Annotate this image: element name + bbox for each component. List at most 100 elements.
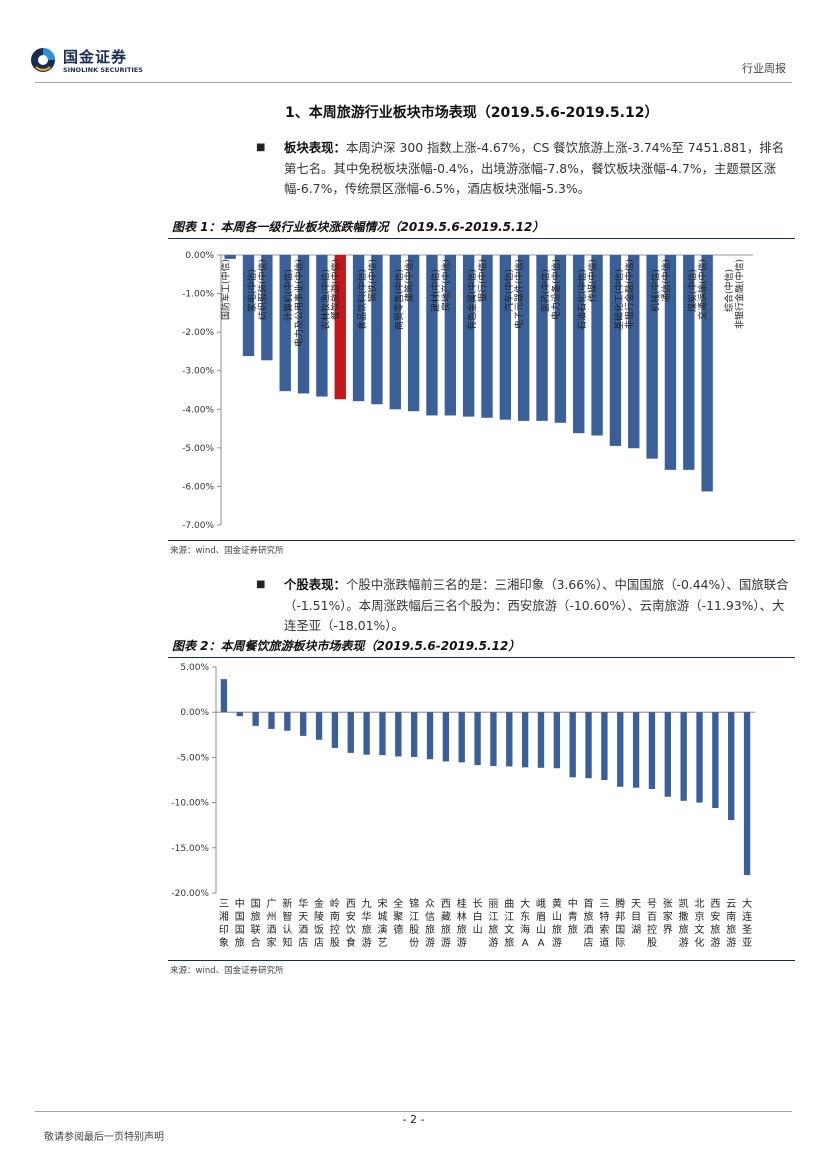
- stock-bar: [252, 712, 259, 726]
- figure1-source: 来源：wind、国金证券研究所: [170, 546, 284, 556]
- y-tick-label: -10.00%: [171, 799, 209, 809]
- stock-bar: [680, 712, 687, 801]
- page-header: 国金证券 SINOLINK SECURITIES 行业周报: [0, 0, 827, 85]
- paragraph-lead: 个股表现：: [284, 577, 346, 592]
- stock-label: 桂林旅游: [457, 897, 467, 949]
- figure1-title: 图表 1：本周各一级行业板块涨跌幅情况（2019.5.6-2019.5.12）: [172, 220, 545, 234]
- category-label: 机械(中信): [650, 269, 662, 312]
- stock-bar: [648, 712, 656, 790]
- stock-bar: [728, 712, 735, 821]
- stock-label: 西安饮食: [346, 899, 356, 949]
- industry-bar: [646, 255, 658, 459]
- stock-bar-chart: 5.00% 0.00% -5.00% -10.00% -15.00% -20.00% 三湘印…: [168, 659, 795, 957]
- stock-performance-paragraph: ■ 个股表现：个股中涨跌幅前三名的是：三湘印象（3.66%）、中国国旅（-0.4…: [256, 575, 794, 637]
- stock-label: 金陵饭店: [314, 897, 324, 949]
- industry-bar-chart-svg: 0.00% -1.00% -2.00% -3.00% -4.00% -5.00% -6.00…: [182, 251, 753, 531]
- stock-bar: [569, 712, 576, 778]
- category-label: 汽车(中信): [503, 269, 515, 312]
- stock-label: 凯撒旅游: [679, 897, 689, 949]
- category-label: 医药(中信): [540, 269, 552, 312]
- category-label: 房地产(中信): [440, 259, 452, 311]
- industry-bar: [462, 255, 475, 417]
- stock-bar: [632, 712, 640, 788]
- industry-bar: [279, 255, 291, 392]
- sinolink-logo-icon: [31, 48, 55, 72]
- report-type-label: 行业周报: [742, 62, 786, 75]
- stock-bar: [696, 712, 703, 803]
- figure2-title: 图表 2：本周餐饮旅游板块市场表现（2019.5.6-2019.5.12）: [172, 639, 521, 653]
- y-tick-label: -1.00%: [182, 290, 214, 300]
- category-label: 家电(中信): [246, 269, 258, 312]
- industry-bar: [334, 255, 346, 400]
- industry-bar: [701, 255, 713, 492]
- stock-bar: [664, 712, 671, 797]
- section-title: 1、本周旅游行业板块市场表现（2019.5.6-2019.5.12）: [285, 105, 659, 121]
- stock-label: 云南旅游: [726, 899, 736, 949]
- y-tick-label: -3.00%: [182, 367, 214, 377]
- stock-bar: [743, 712, 751, 876]
- stock-bar: [521, 712, 529, 768]
- figure1-top-rule: [168, 238, 795, 239]
- industry-bar: [573, 255, 585, 434]
- stock-label: 中国国旅: [235, 897, 245, 949]
- stock-bar: [347, 712, 354, 753]
- paragraph-text: 个股中涨跌幅前三名的是：三湘印象（3.66%）、中国国旅（-0.44%）、国旅联…: [284, 577, 789, 633]
- y-tick-label: -15.00%: [171, 844, 209, 854]
- logo-cn-text: 国金证券: [63, 48, 128, 66]
- industry-bar: [352, 255, 365, 402]
- industry-bar: [481, 255, 493, 418]
- stock-bar: [300, 712, 307, 736]
- y-tick-label: -20.00%: [171, 889, 209, 899]
- category-label: 交通运输(中信): [697, 259, 709, 320]
- category-label: 通信(中信): [660, 259, 672, 302]
- category-label: 非银行金融(中信): [733, 259, 745, 329]
- paragraph-lead: 板块表现：: [284, 140, 346, 155]
- y-tick-label: -4.00%: [182, 405, 214, 415]
- y-tick-label: 0.00%: [180, 708, 209, 718]
- stock-bar: [426, 712, 434, 760]
- industry-bar: [664, 255, 677, 470]
- logo-en-text: SINOLINK SECURITIES: [63, 66, 143, 74]
- stock-label: 九华旅游: [362, 898, 372, 949]
- category-label: 非银行金融(中信): [623, 259, 635, 329]
- stock-label: 首旅酒店: [584, 897, 594, 949]
- stock-label: 峨眉山 A: [536, 898, 546, 949]
- industry-bar: [444, 255, 456, 416]
- square-bullet-icon: ■: [256, 142, 266, 153]
- sinolink-logo: 国金证券 SINOLINK SECURITIES: [30, 44, 160, 78]
- stock-label: 西藏旅游: [441, 899, 451, 949]
- industry-bar: [389, 255, 401, 410]
- stock-label: 广州酒家: [266, 898, 276, 949]
- stock-bar: [601, 712, 608, 780]
- stock-bar: [474, 712, 481, 766]
- stock-bar: [379, 712, 386, 756]
- industry-bar: [426, 255, 438, 416]
- stock-label: 岭南控股: [330, 897, 340, 949]
- header-divider: [35, 82, 792, 83]
- stock-label: 黄山旅游: [552, 897, 562, 949]
- stock-label: 众信旅游: [425, 898, 435, 949]
- square-bullet-icon: ■: [256, 579, 266, 590]
- stock-bar: [458, 712, 465, 763]
- category-label: 电子元器件(中信): [513, 259, 525, 329]
- category-label: 有色金属(中信): [466, 269, 478, 330]
- stock-bar: [410, 712, 418, 757]
- industry-bar: [499, 255, 512, 420]
- category-label: 基础化工(中信): [613, 269, 625, 330]
- figure2-bottom-rule: [168, 960, 795, 961]
- industry-bar: [609, 255, 622, 446]
- stock-label: 丽江旅游: [488, 899, 498, 949]
- category-label: 建筑(中信): [403, 259, 415, 302]
- stock-label: 长白山: [473, 898, 483, 936]
- y-tick-label: 5.00%: [180, 663, 209, 673]
- stock-bar: [537, 712, 545, 768]
- stock-label: 腾邦国际: [615, 897, 625, 949]
- stock-label: 北京文化: [695, 898, 705, 949]
- stock-bar: [506, 712, 513, 767]
- sector-performance-paragraph: ■ 板块表现：本周沪深 300 指数上涨-4.67%，CS 餐饮旅游上涨-3.7…: [256, 138, 794, 200]
- y-tick-label: -7.00%: [182, 521, 214, 531]
- y-tick-label: -6.00%: [182, 482, 214, 492]
- industry-bar: [371, 255, 383, 405]
- stock-bar: [395, 712, 402, 757]
- footer-divider: [35, 1111, 792, 1112]
